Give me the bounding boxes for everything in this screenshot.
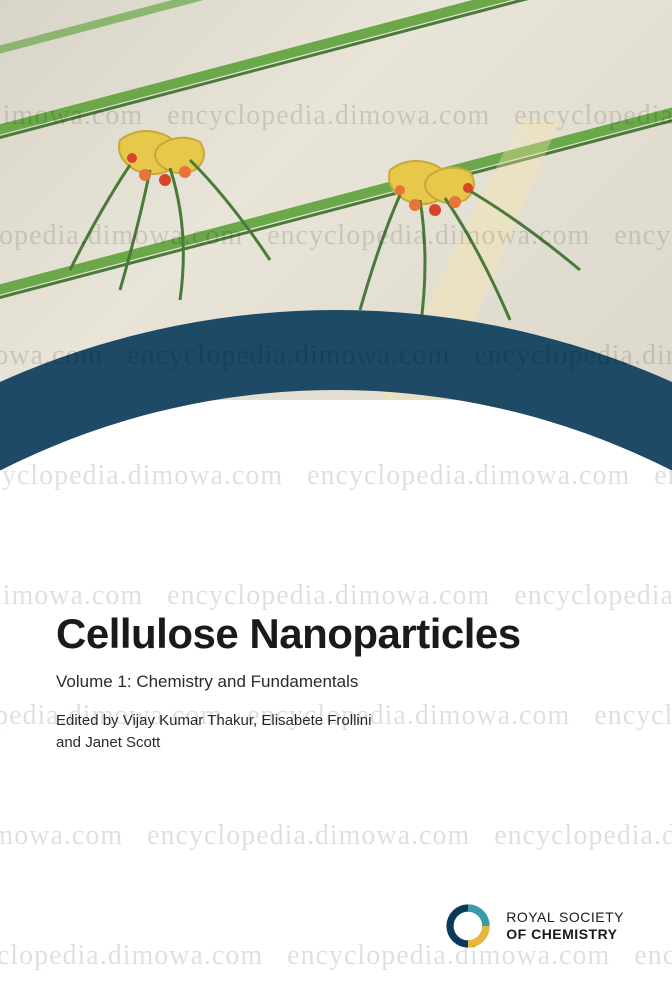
title-block: Cellulose Nanoparticles Volume 1: Chemis…: [56, 610, 521, 754]
illustration-svg: [0, 0, 672, 400]
editors-line-1: Edited by Vijay Kumar Thakur, Elisabete …: [56, 712, 371, 729]
cover-illustration: [0, 0, 672, 400]
rsc-logo-icon: [444, 902, 492, 950]
publisher-name: ROYAL SOCIETY OF CHEMISTRY: [506, 909, 624, 943]
publisher-line-2: OF CHEMISTRY: [506, 926, 624, 943]
book-title: Cellulose Nanoparticles: [56, 610, 521, 658]
book-cover: Cellulose Nanoparticles Volume 1: Chemis…: [0, 0, 672, 994]
publisher-line-1: ROYAL SOCIETY: [506, 909, 624, 926]
publisher-block: ROYAL SOCIETY OF CHEMISTRY: [444, 902, 624, 950]
book-subtitle: Volume 1: Chemistry and Fundamentals: [56, 672, 521, 692]
editors-line-2: and Janet Scott: [56, 734, 160, 751]
editors: Edited by Vijay Kumar Thakur, Elisabete …: [56, 710, 476, 754]
